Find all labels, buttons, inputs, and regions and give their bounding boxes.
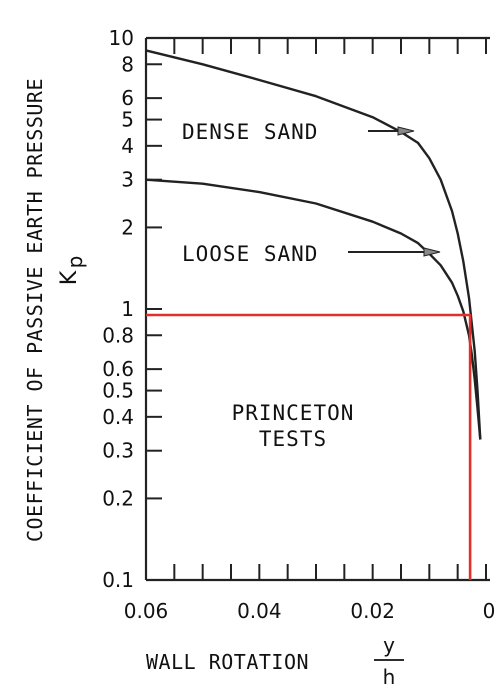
x-axis-fraction-denominator: h (383, 665, 396, 689)
y-tick-label: 0.6 (102, 357, 134, 381)
y-tick-label: 2 (121, 215, 134, 239)
princeton-label-line2: TESTS (259, 427, 327, 451)
series-group (145, 49, 482, 580)
princeton-label-line1: PRINCETON (232, 401, 355, 425)
y-tick-label: 4 (121, 134, 134, 158)
x-ticks-top (145, 38, 487, 54)
x-ticks-bottom (145, 564, 487, 580)
y-axis-label: COEFFICIENT OF PASSIVE EARTH PRESSURE (23, 78, 47, 542)
x-tick-label: 0.02 (350, 599, 395, 623)
y-axis-symbol-sub: p (63, 256, 87, 269)
y-tick-labels: 108 654 3 2 10.8 0.60.50.4 0.3 0.2 0.1 (102, 26, 134, 592)
y-tick-label: 10 (109, 26, 134, 50)
y-tick-label: 0.3 (102, 439, 134, 463)
x-tick-label: 0.06 (124, 599, 169, 623)
y-tick-label: 0.8 (102, 323, 134, 347)
loose-sand-label: LOOSE SAND (182, 242, 318, 266)
x-tick-labels: 0.06 0.04 0.02 0 (124, 599, 496, 623)
series-line-princeton-tests (146, 313, 472, 580)
x-tick-label: 0 (483, 599, 496, 623)
x-axis-label: WALL ROTATION (146, 650, 309, 674)
dense-sand-label: DENSE SAND (182, 120, 318, 144)
y-tick-label: 0.5 (102, 379, 134, 403)
y-tick-label: 0.4 (102, 405, 134, 429)
y-axis-symbol: K (57, 270, 82, 285)
y-tick-label: 5 (121, 108, 134, 132)
loose-sand-arrowhead (423, 247, 441, 257)
x-axis-fraction-numerator: y (383, 633, 395, 657)
y-tick-label: 8 (121, 52, 134, 76)
series-line-loose-sand (145, 178, 482, 440)
y-tick-label: 6 (121, 86, 134, 110)
y-tick-label: 1 (121, 297, 134, 321)
y-ticks (146, 37, 162, 581)
x-tick-label: 0.04 (237, 599, 282, 623)
y-tick-label: 3 (121, 168, 134, 192)
y-tick-label: 0.1 (102, 568, 134, 592)
y-tick-label: 0.2 (102, 486, 134, 510)
dense-sand-arrowhead (397, 126, 415, 136)
series-line-dense-sand (145, 49, 482, 440)
